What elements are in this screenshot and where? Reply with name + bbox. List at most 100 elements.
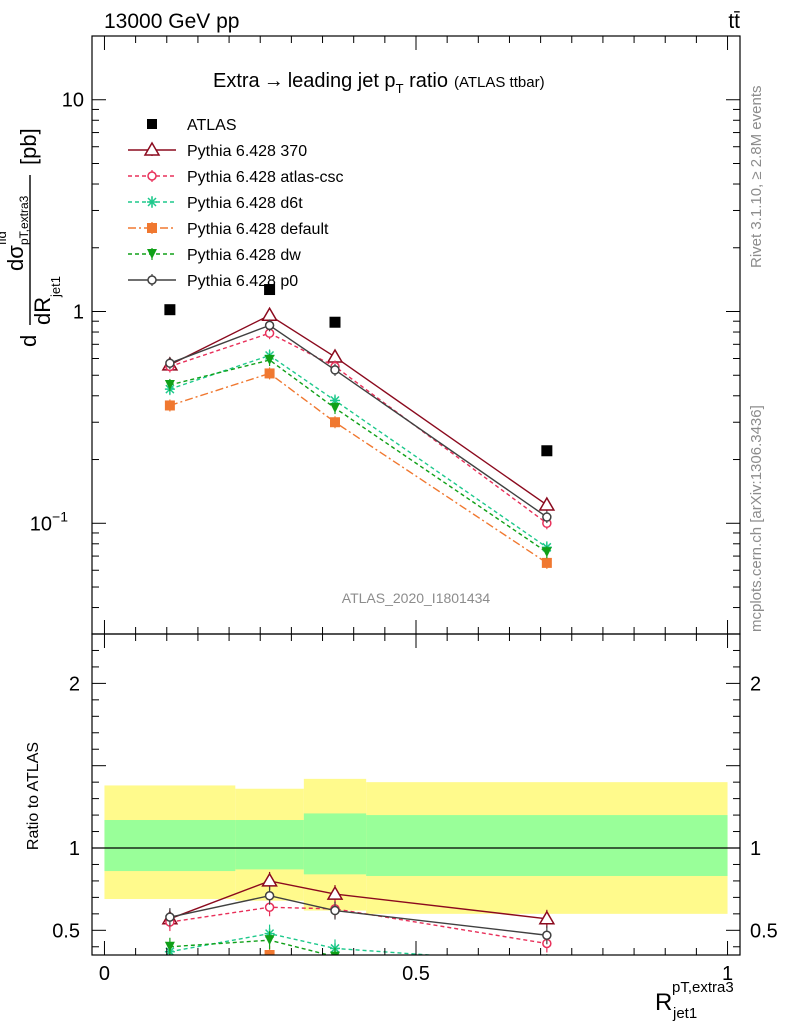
data-marker bbox=[541, 445, 553, 457]
legend-entry: Pythia 6.428 d6t bbox=[128, 195, 303, 212]
ratio-series bbox=[165, 886, 552, 945]
legend-label: Pythia 6.428 default bbox=[187, 221, 329, 238]
ratio-line bbox=[169, 939, 332, 955]
main-series bbox=[164, 367, 552, 569]
svg-text:fid: fid bbox=[0, 231, 9, 245]
x-tick-label: 0.5 bbox=[402, 963, 430, 985]
svg-text:jet1: jet1 bbox=[672, 1005, 697, 1022]
data-marker bbox=[165, 358, 175, 368]
ratio-y-tick-label: 1 bbox=[69, 838, 80, 860]
y-tick-label: 1 bbox=[73, 302, 84, 324]
ratio-series bbox=[164, 924, 548, 955]
data-marker bbox=[264, 355, 275, 366]
data-marker bbox=[264, 890, 275, 901]
main-plot-data bbox=[161, 284, 556, 569]
data-marker bbox=[264, 935, 275, 946]
svg-text:d: d bbox=[16, 335, 41, 347]
legend-label: Pythia 6.428 370 bbox=[187, 143, 307, 160]
data-marker bbox=[330, 951, 340, 955]
series-line bbox=[169, 359, 548, 553]
data-marker bbox=[541, 557, 552, 568]
svg-text:jet1: jet1 bbox=[48, 276, 63, 298]
ratio-line bbox=[169, 895, 547, 936]
ratio-plot-data bbox=[92, 778, 740, 973]
ratio-series bbox=[164, 931, 552, 968]
ratio-x-axis-label: R pT,extra3 jet1 bbox=[655, 979, 734, 1022]
legend-entry: Pythia 6.428 dw bbox=[128, 247, 301, 264]
data-marker bbox=[261, 872, 278, 887]
svg-text:pT,extra3: pT,extra3 bbox=[17, 195, 31, 245]
data-marker bbox=[164, 379, 175, 390]
ratio-y-tick-label: 0.5 bbox=[750, 920, 778, 942]
x-tick-label: 0 bbox=[99, 963, 110, 985]
legend-entry: Pythia 6.428 atlas-csc bbox=[128, 169, 344, 186]
data-marker bbox=[164, 400, 175, 411]
series-line bbox=[169, 332, 548, 524]
data-marker bbox=[147, 249, 157, 259]
legend-label: ATLAS bbox=[187, 117, 237, 134]
data-marker bbox=[538, 910, 556, 925]
data-marker bbox=[147, 171, 157, 181]
legend-label: Pythia 6.428 dw bbox=[187, 247, 301, 264]
y-tick-label: 10 bbox=[62, 90, 84, 112]
data-marker bbox=[264, 950, 275, 955]
data-marker bbox=[330, 403, 340, 414]
data-marker bbox=[147, 223, 157, 233]
data-marker bbox=[542, 512, 552, 522]
data-marker bbox=[542, 958, 552, 968]
data-marker bbox=[330, 960, 340, 970]
data-marker bbox=[143, 141, 161, 156]
legend-entry: Pythia 6.428 p0 bbox=[128, 273, 298, 290]
data-marker bbox=[165, 958, 175, 968]
mcplots-label: mcplots.cern.ch [arXiv:1306.3436] bbox=[748, 405, 765, 632]
main-y-axis-label: dR jet1 d dσ fid pT,extra3 [pb] bbox=[0, 128, 63, 347]
series-line bbox=[169, 324, 548, 518]
process-label: 13000 GeV pp bbox=[104, 10, 239, 33]
y-tick-label: 10−1 bbox=[30, 508, 68, 535]
main-series bbox=[164, 349, 552, 554]
svg-text:R: R bbox=[655, 989, 672, 1016]
svg-text:[pb]: [pb] bbox=[16, 128, 41, 165]
ratio-line bbox=[261, 954, 275, 955]
data-marker bbox=[542, 963, 552, 973]
data-marker bbox=[329, 316, 341, 328]
data-marker bbox=[264, 320, 275, 331]
ttbar-label: tt̄ bbox=[728, 10, 740, 33]
data-marker bbox=[164, 941, 175, 952]
ratio-y-tick-label: 1 bbox=[750, 838, 761, 860]
data-marker bbox=[164, 304, 176, 316]
ratio-line bbox=[169, 906, 547, 945]
data-marker bbox=[330, 365, 340, 375]
uncertainty-band-inner bbox=[235, 820, 304, 870]
axes: 10 1 10−1 0.5 0.5 1 1 2 2 0 0.5 1 bbox=[30, 35, 778, 985]
main-series bbox=[165, 327, 552, 530]
data-marker bbox=[264, 368, 275, 379]
ratio-line bbox=[169, 932, 440, 955]
main-series bbox=[164, 354, 552, 559]
data-marker bbox=[147, 275, 157, 285]
legend-entry: Pythia 6.428 default bbox=[128, 221, 329, 238]
main-series bbox=[165, 319, 552, 524]
uncertainty-band-inner bbox=[366, 815, 728, 876]
series-line bbox=[169, 314, 548, 506]
x-tick-label: 1 bbox=[722, 963, 733, 985]
data-marker bbox=[326, 885, 344, 900]
series-line bbox=[169, 354, 548, 548]
data-marker bbox=[330, 417, 340, 428]
ratio-y-tick-label: 0.5 bbox=[52, 920, 80, 942]
ratio-line bbox=[169, 880, 547, 920]
data-marker bbox=[165, 912, 175, 922]
svg-text:dσ: dσ bbox=[3, 245, 28, 271]
svg-text:dR: dR bbox=[30, 297, 55, 325]
ratio-y-tick-label: 2 bbox=[69, 673, 80, 695]
legend-label: Pythia 6.428 p0 bbox=[187, 273, 298, 290]
legend-entry: Pythia 6.428 370 bbox=[128, 141, 307, 160]
data-marker bbox=[261, 306, 278, 322]
uncertainty-band-inner bbox=[303, 813, 367, 875]
plot-title: Extra → leading jet pT ratio (ATLAS ttbar) bbox=[213, 70, 545, 96]
rivet-label: Rivet 3.1.10, ≥ 2.8M events bbox=[748, 86, 765, 269]
svg-text:pT,extra3: pT,extra3 bbox=[672, 979, 734, 996]
ratio-y-axis-label: Ratio to ATLAS bbox=[25, 742, 42, 850]
data-marker bbox=[538, 496, 556, 511]
data-marker bbox=[542, 930, 552, 940]
